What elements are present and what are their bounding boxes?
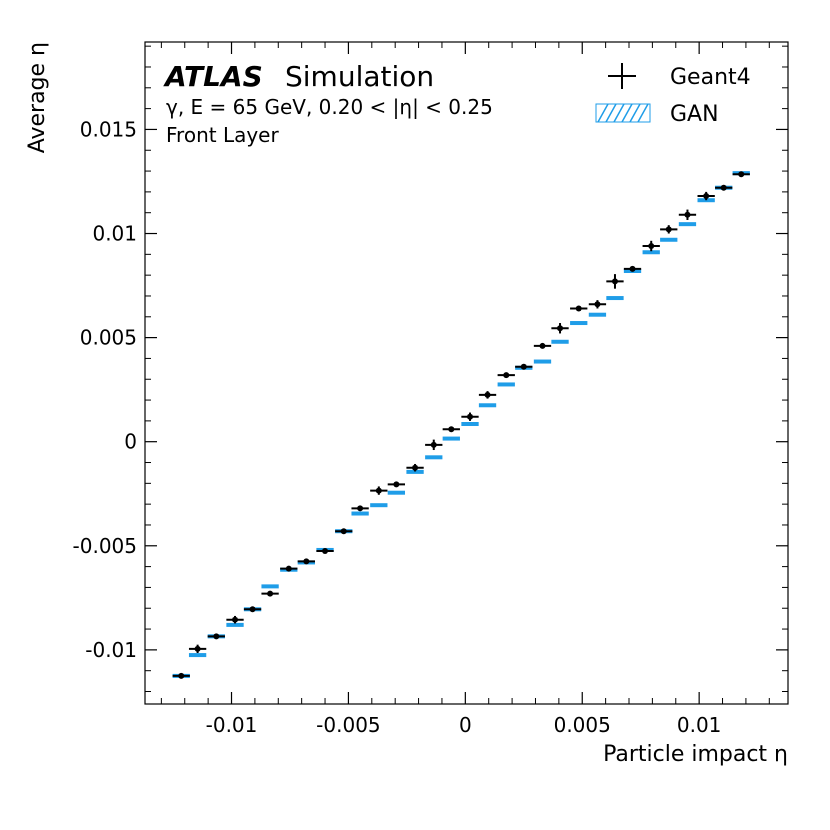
geant4-point (322, 547, 329, 554)
legend-geant4-marker (608, 63, 636, 89)
geant4-point (303, 558, 310, 565)
geant4-point (738, 171, 745, 178)
geant4-point (539, 342, 546, 349)
geant4-point (194, 645, 201, 652)
gan-band (406, 469, 424, 474)
gan-band (660, 237, 678, 242)
geant4-point (467, 413, 474, 420)
gan-band (425, 455, 443, 460)
x-tick-label: 0.01 (677, 713, 722, 737)
gan-band (351, 511, 369, 516)
geant4-point (393, 481, 400, 488)
x-tick-labels: -0.01 -0.005 0 0.005 0.01 (206, 713, 722, 737)
gan-band (533, 359, 552, 364)
geant4-point (594, 301, 601, 308)
gan-band (570, 321, 588, 326)
geant4-series (172, 171, 750, 679)
gan-band (606, 296, 624, 301)
y-tick-label: 0.005 (80, 326, 137, 350)
layer-info: Front Layer (166, 123, 279, 147)
geant4-point (720, 184, 727, 191)
geant4-point (178, 672, 185, 679)
plot-frame (144, 41, 789, 705)
major-ticks (145, 42, 788, 704)
plot-background (145, 42, 788, 704)
legend-geant4-label: Geant4 (670, 65, 751, 90)
geant4-point (684, 211, 691, 218)
x-axis-label: Particle impact η (603, 742, 788, 767)
geant4-point (285, 565, 292, 572)
y-tick-labels: -0.01 -0.005 0 0.005 0.01 0.015 (73, 117, 137, 661)
x-tick-label: 0 (459, 713, 472, 737)
geant4-point (648, 243, 655, 250)
gan-band (387, 490, 406, 495)
gan-band (226, 622, 244, 627)
geant4-point (520, 363, 527, 370)
geant4-point (557, 325, 564, 332)
geant4-point (267, 590, 274, 597)
y-tick-label: 0.01 (92, 222, 137, 246)
geant4-point (340, 528, 347, 535)
legend: Geant4 GAN (595, 63, 751, 127)
atlas-logo-text: ATLAS (163, 60, 263, 93)
process-info: γ, E = 65 GeV, 0.20 < |η| < 0.25 (166, 95, 493, 119)
gan-band (497, 382, 515, 387)
gan-band (261, 584, 279, 589)
gan-band (678, 222, 697, 227)
geant4-point (629, 265, 636, 272)
y-tick-label: 0 (124, 430, 137, 454)
geant4-point (665, 226, 672, 233)
geant4-point (703, 193, 710, 200)
gan-band (442, 436, 460, 441)
simulation-label: Simulation (285, 60, 434, 93)
gan-band (188, 653, 207, 658)
geant4-point (430, 441, 437, 448)
geant4-point (503, 372, 510, 379)
geant4-point (375, 487, 382, 494)
legend-gan-label: GAN (670, 102, 719, 127)
geant4-point (448, 426, 455, 433)
geant4-point (357, 505, 364, 512)
y-tick-label: -0.005 (73, 534, 137, 558)
gan-band (461, 422, 479, 427)
y-axis-label: Average η (25, 42, 50, 153)
minor-ticks (145, 42, 788, 704)
gan-band (370, 503, 388, 508)
gan-band (478, 403, 497, 408)
legend-gan-swatch (595, 103, 651, 123)
geant4-point (412, 464, 419, 471)
geant4-point (249, 606, 256, 613)
geant4-point (611, 278, 618, 285)
geant4-point (575, 305, 582, 312)
gan-band (551, 339, 569, 344)
x-tick-label: -0.01 (206, 713, 258, 737)
geant4-point (232, 616, 239, 623)
y-tick-label: 0.015 (80, 117, 137, 141)
gan-band (642, 250, 660, 255)
gan-band (588, 312, 607, 317)
geant4-point (484, 391, 491, 398)
geant4-point (213, 633, 220, 640)
y-tick-label: -0.01 (85, 638, 137, 662)
x-tick-label: 0.005 (554, 713, 611, 737)
x-tick-label: -0.005 (316, 713, 380, 737)
